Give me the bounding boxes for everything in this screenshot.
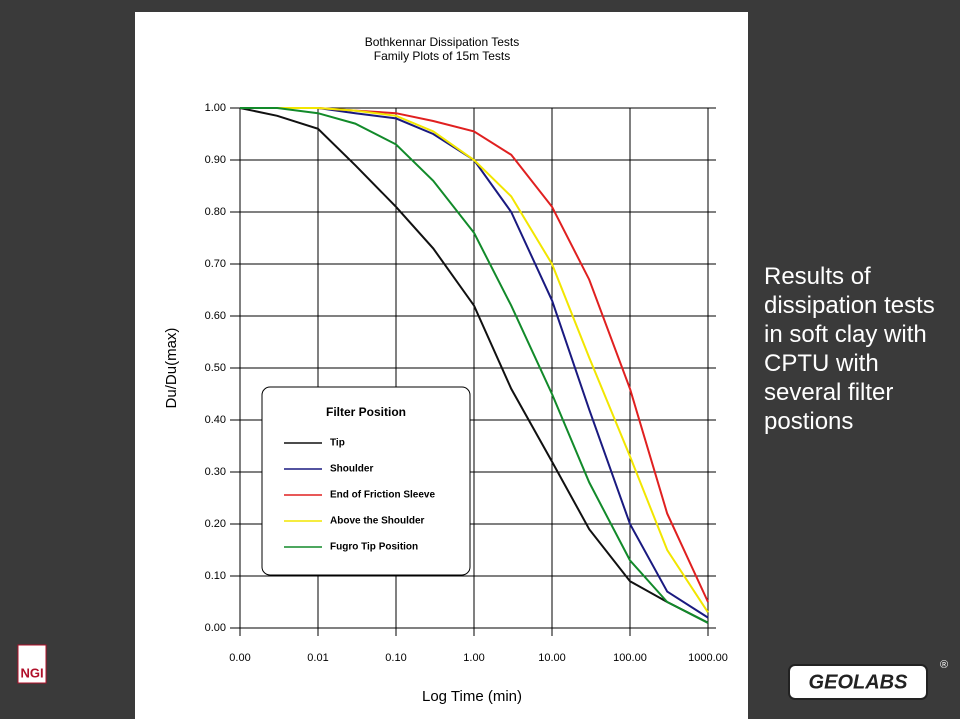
body-text: Results of dissipation tests in soft cla… <box>764 263 935 435</box>
series-line <box>240 107 709 624</box>
y-tick-label: 0.10 <box>205 570 226 582</box>
y-tick-label: 0.00 <box>205 622 226 634</box>
y-axis-label: Du/Du(max) <box>163 328 180 409</box>
x-tick-label: 1000.00 <box>688 652 728 664</box>
y-tick-label: 0.90 <box>205 154 226 166</box>
legend-label: Shoulder <box>330 464 373 475</box>
series-line <box>240 107 709 613</box>
y-tick-label: 0.60 <box>205 310 226 322</box>
geolabs-logo-box <box>788 664 928 700</box>
ngi-logo: NGI <box>20 665 43 680</box>
legend-box <box>261 386 471 576</box>
legend-label: Tip <box>330 438 345 449</box>
chart-title: Bothkennar Dissipation Tests <box>365 35 520 49</box>
legend-title: Filter Position <box>326 405 406 419</box>
chart-panel <box>135 12 748 719</box>
ngi-logo-box <box>17 644 47 684</box>
x-tick-label: 0.01 <box>307 652 328 664</box>
geolabs-logo: GEOLABS <box>809 671 909 693</box>
legend-label: Fugro Tip Position <box>330 542 418 553</box>
x-tick-label: 1.00 <box>463 652 484 664</box>
y-tick-label: 0.30 <box>205 466 226 478</box>
y-tick-label: 1.00 <box>205 102 226 114</box>
y-tick-label: 0.20 <box>205 518 226 530</box>
legend-label: End of Friction Sleeve <box>330 490 435 501</box>
y-tick-label: 0.50 <box>205 362 226 374</box>
chart-subtitle: Family Plots of 15m Tests <box>374 49 511 63</box>
y-tick-label: 0.40 <box>205 414 226 426</box>
registered-mark: ® <box>940 659 948 671</box>
x-tick-label: 100.00 <box>613 652 647 664</box>
x-tick-label: 10.00 <box>538 652 566 664</box>
x-tick-label: 0.00 <box>229 652 250 664</box>
x-axis-label: Log Time (min) <box>422 688 522 705</box>
series-line <box>239 107 709 624</box>
y-tick-label: 0.70 <box>205 258 226 270</box>
x-tick-label: 0.10 <box>385 652 406 664</box>
y-tick-label: 0.80 <box>205 206 226 218</box>
legend-label: Above the Shoulder <box>330 516 425 527</box>
